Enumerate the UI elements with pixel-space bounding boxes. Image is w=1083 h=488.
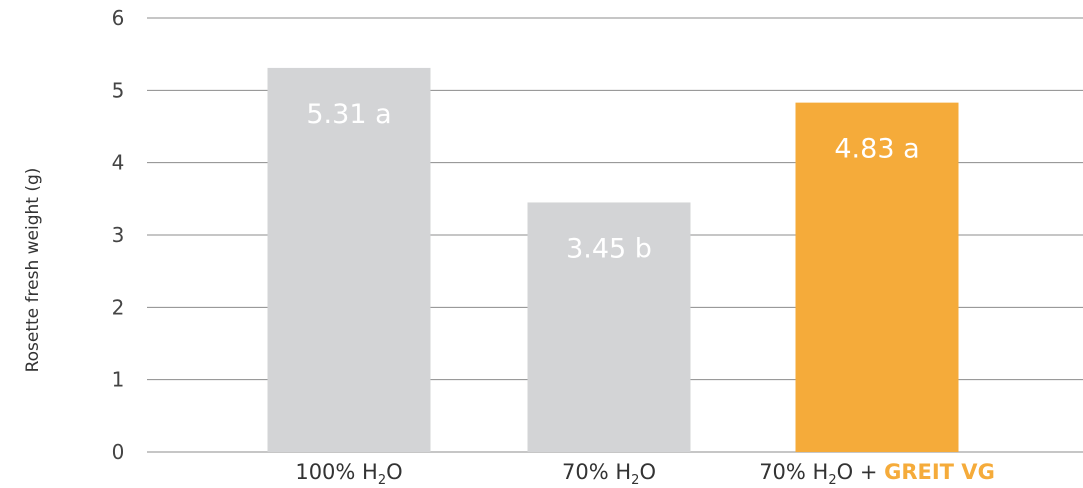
bars <box>267 67 959 452</box>
bar <box>795 102 959 452</box>
y-tick-label: 0 <box>112 440 125 464</box>
y-tick-label: 4 <box>112 151 125 175</box>
x-category-label: 70% H2O <box>562 460 656 488</box>
data-label: 4.83 a <box>834 134 919 165</box>
y-axis-label: Rosette fresh weight (g) <box>23 168 43 373</box>
bar <box>527 202 691 452</box>
y-axis-ticks: 0 1 2 3 4 5 6 <box>112 6 125 464</box>
y-tick-label: 1 <box>112 368 125 392</box>
y-tick-label: 5 <box>112 78 125 102</box>
data-labels: 5.31 a 3.45 b 4.83 a <box>306 99 919 265</box>
x-axis-categories: 100% H2O 70% H2O 70% H2O + GREIT VG <box>295 460 994 488</box>
data-label: 3.45 b <box>566 233 652 264</box>
y-tick-label: 2 <box>112 295 125 319</box>
data-label: 5.31 a <box>306 99 391 130</box>
x-category-label: 70% H2O + GREIT VG <box>759 460 995 488</box>
bar <box>267 67 431 452</box>
y-tick-label: 3 <box>112 223 125 247</box>
y-tick-label: 6 <box>112 6 125 30</box>
x-category-label: 100% H2O <box>295 460 402 488</box>
